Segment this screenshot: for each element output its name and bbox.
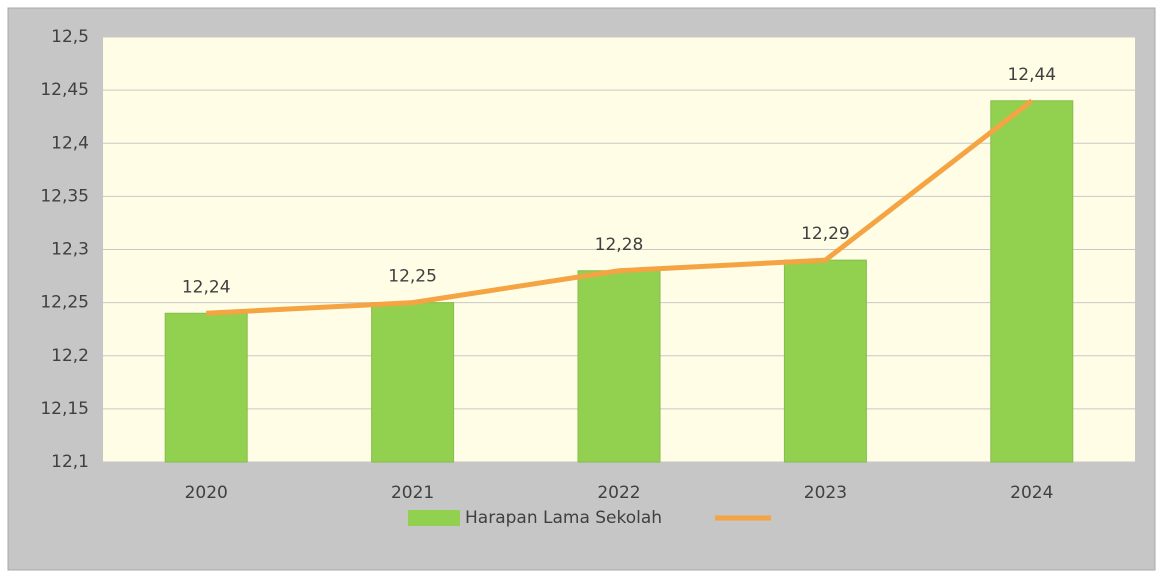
y-tick-label: 12,3	[51, 240, 89, 260]
legend-label: Harapan Lama Sekolah	[465, 508, 662, 528]
x-tick-label: 2024	[1010, 483, 1053, 503]
bar	[164, 312, 248, 463]
bar	[783, 259, 867, 463]
data-label: 12,44	[1007, 65, 1056, 85]
legend-swatch	[408, 510, 460, 526]
bar	[371, 302, 455, 463]
x-tick-label: 2021	[391, 483, 434, 503]
y-tick-label: 12,45	[40, 80, 89, 100]
y-tick-label: 12,4	[51, 133, 89, 153]
y-tick-label: 12,2	[51, 346, 89, 366]
x-tick-label: 2020	[185, 483, 228, 503]
bar	[990, 100, 1074, 463]
x-tick-label: 2023	[804, 483, 847, 503]
y-tick-label: 12,35	[40, 186, 89, 206]
data-label: 12,28	[595, 235, 644, 255]
x-tick-label: 2022	[597, 483, 640, 503]
bar	[577, 270, 661, 463]
y-tick-label: 12,1	[51, 452, 89, 472]
data-label: 12,25	[388, 267, 437, 287]
y-tick-label: 12,15	[40, 399, 89, 419]
data-label: 12,24	[182, 277, 231, 297]
y-tick-label: 12,5	[51, 27, 89, 47]
y-tick-label: 12,25	[40, 293, 89, 313]
line	[206, 98, 1034, 316]
data-label: 12,29	[801, 224, 850, 244]
